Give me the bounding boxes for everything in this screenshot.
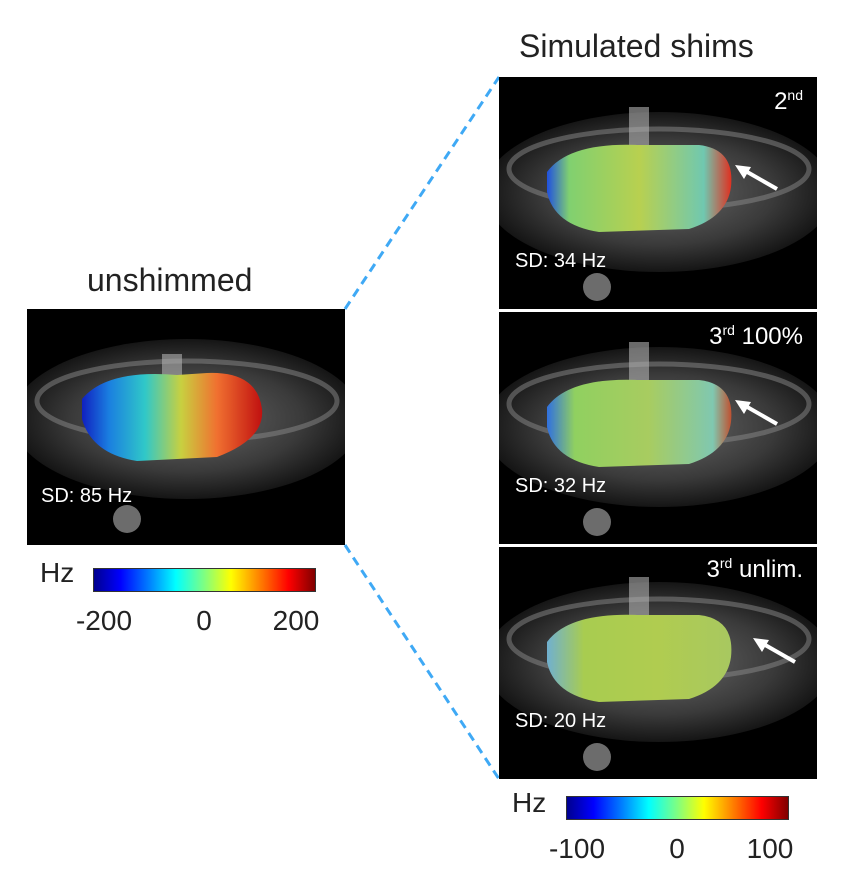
shim-3rd-unlim-sd-text: SD: 20 Hz [515, 710, 607, 732]
unshimmed-sd-text: SD: 85 Hz [41, 485, 133, 507]
left-colorbar-tick-mid: 0 [196, 605, 212, 636]
shim-3rd-100-sd-text: SD: 32 Hz [515, 475, 607, 497]
unshimmed-title: unshimmed [87, 262, 253, 298]
unshimmed-panel: SD: 85 Hz [27, 309, 345, 545]
shim-3rd-unlim-mri-image [499, 577, 817, 771]
right-colorbar [566, 796, 789, 820]
left-colorbar-tick-min: -200 [75, 605, 133, 636]
shim-panel-3rd-100: 3rd 100% SD: 32 Hz [499, 312, 817, 544]
shim-label-3rd-unlim: 3rd unlim. [706, 555, 804, 583]
unshimmed-mri-image [27, 339, 345, 533]
right-colorbar-tick-max: 100 [746, 833, 794, 864]
shim-2nd-sd-text: SD: 34 Hz [515, 250, 607, 272]
shim-label-2nd: 2nd [774, 87, 803, 115]
simulated-shims-title: Simulated shims [519, 28, 754, 64]
shim-panel-2nd: 2nd SD: 34 Hz [499, 77, 817, 309]
left-colorbar [93, 568, 316, 592]
left-colorbar-unit: Hz [40, 557, 75, 588]
right-colorbar-tick-mid: 0 [669, 833, 685, 864]
shim-2nd-mri-image [499, 107, 817, 301]
shim-label-3rd-100: 3rd 100% [709, 322, 803, 350]
right-colorbar-tick-min: -100 [548, 833, 606, 864]
right-colorbar-unit: Hz [512, 787, 547, 818]
left-colorbar-tick-max: 200 [272, 605, 320, 636]
shim-3rd-100-mri-image [499, 342, 817, 536]
shim-panel-3rd-unlim: 3rd unlim. SD: 20 Hz [499, 547, 817, 779]
